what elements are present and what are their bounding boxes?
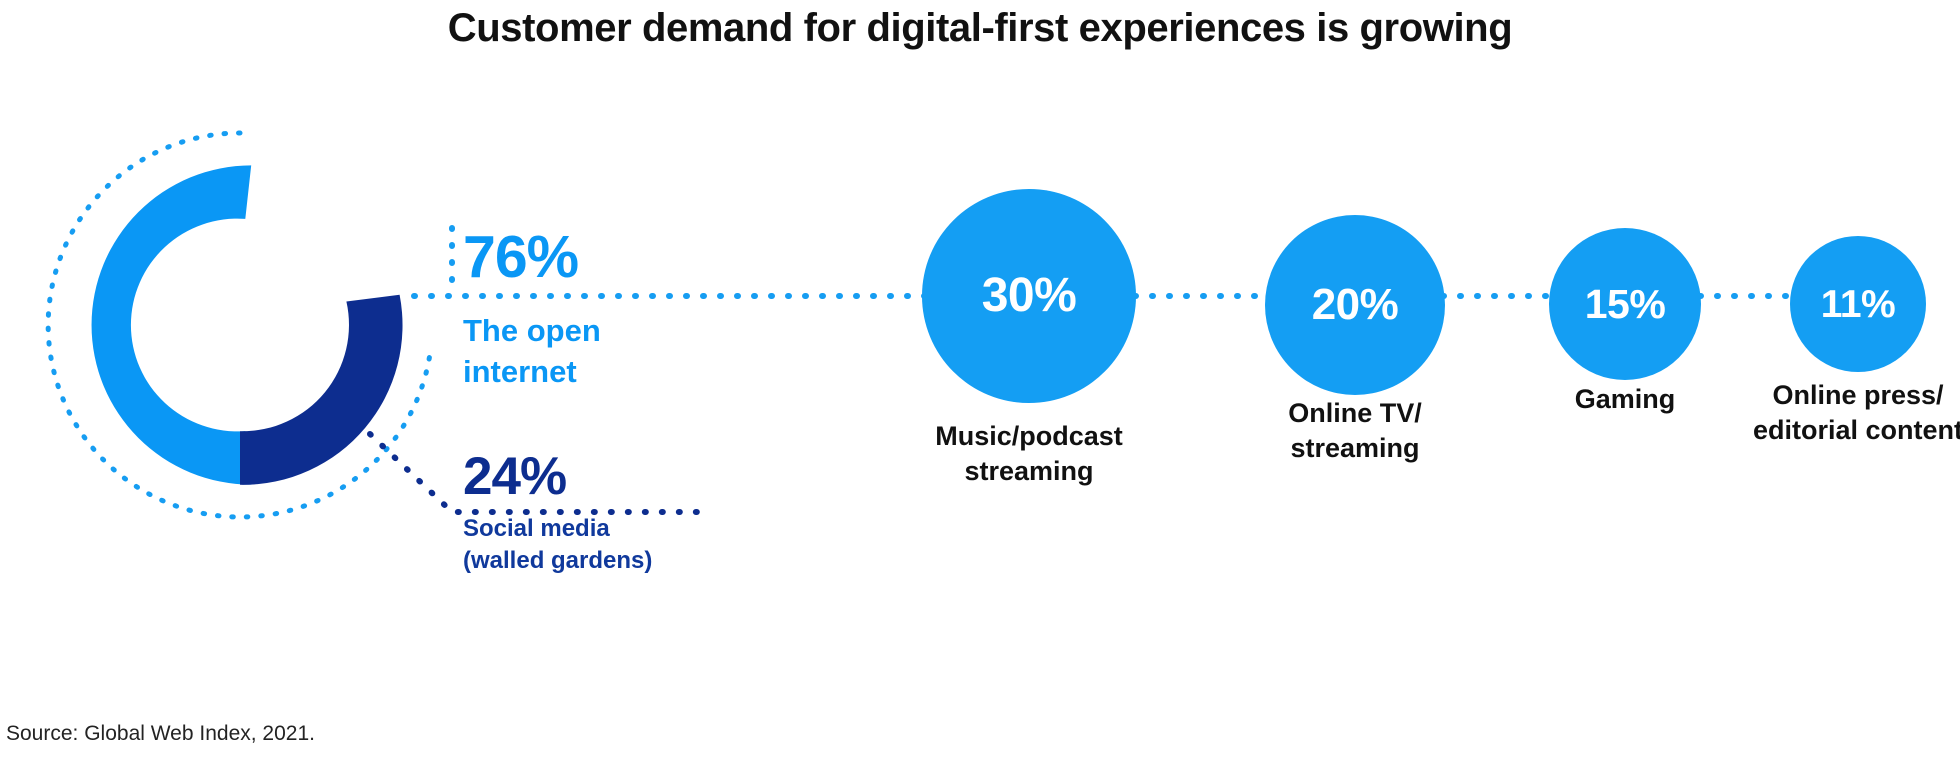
bubble-music-podcast: 30% <box>922 189 1136 403</box>
donut-segment-open-internet <box>91 165 252 485</box>
leader-line-social-media <box>367 431 703 515</box>
bubble-online-press: 11% <box>1790 236 1926 372</box>
donut-outer-dotted-ring <box>45 130 434 520</box>
bubble-online-tv: 20% <box>1265 215 1445 395</box>
source-note: Source: Global Web Index, 2021. <box>6 722 315 745</box>
bubble-label-online-tv: Online TV/ streaming <box>1288 398 1422 463</box>
bubble-label-online-press: Online press/ editorial content <box>1752 380 1960 445</box>
bubble-value-gaming: 15% <box>1584 280 1666 327</box>
bubble-gaming: 15% <box>1549 228 1701 380</box>
donut-label-open-internet-line1: The open <box>463 313 601 348</box>
bubble-value-music-podcast: 30% <box>981 269 1077 322</box>
donut-label-open-internet-line2: internet <box>463 353 577 389</box>
donut-label-social-media-line2: (walled gardens) <box>463 547 653 575</box>
bubble-value-online-tv: 20% <box>1311 280 1399 329</box>
donut-value-social-media: 24% <box>463 447 567 506</box>
page-title: Customer demand for digital-first experi… <box>447 6 1513 50</box>
bubble-value-online-press: 11% <box>1820 282 1896 326</box>
bubble-label-gaming: Gaming <box>1574 384 1676 414</box>
bubble-label-music-podcast: Music/podcast streaming <box>935 421 1123 486</box>
donut-label-social-media-line1: Social media <box>463 515 610 542</box>
donut-label-open-internet: The open internet <box>463 311 673 393</box>
donut-value-open-internet: 76% <box>463 224 579 290</box>
donut-segment-social-media <box>240 294 403 485</box>
donut-label-social-media: Social media (walled gardens) <box>463 513 723 578</box>
